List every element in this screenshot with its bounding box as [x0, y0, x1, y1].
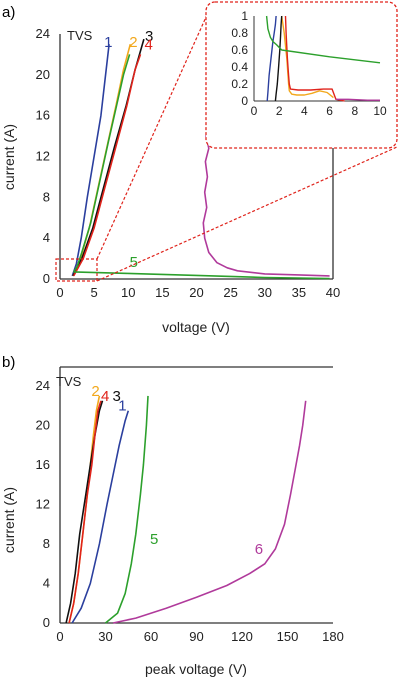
panel-i-series-4-line	[284, 15, 345, 102]
panel-a-x-tick-label: 5	[91, 285, 98, 300]
panel-i-series-6-line	[335, 98, 380, 101]
panel-b-x-tick-label: 120	[231, 629, 253, 644]
series-label-5: 5	[130, 254, 138, 271]
panel-b-y-tick-label: 4	[43, 576, 50, 591]
zoom-region-box	[55, 258, 98, 282]
series-label-6: 6	[255, 541, 263, 558]
panel-b-y-tick-label: 12	[36, 497, 50, 512]
series-label-2: 2	[91, 383, 99, 400]
panel-a-x-tick-label: 15	[155, 285, 169, 300]
panel-i-y-tick-label: 0.6	[231, 43, 248, 57]
panel-i-x-tick-label: 0	[251, 104, 258, 118]
panel-b-y-tick-label: 24	[36, 378, 50, 393]
panel-b-x-tick-label: 150	[277, 629, 299, 644]
panel-i-y-tick-label: 1	[241, 9, 248, 23]
panel-a-x-tick-label: 35	[292, 285, 306, 300]
panel-b-series-1-line	[71, 410, 130, 624]
panel-i-series-5-line	[265, 15, 381, 64]
series-label-3: 3	[145, 28, 153, 45]
inset-frame	[205, 1, 398, 149]
panel-b-x-tick-label: 0	[56, 629, 63, 644]
panel-a-series-5-line	[73, 271, 330, 280]
panel-a-y-tick-label: 16	[36, 108, 50, 123]
panel-a-series-2-line	[72, 43, 132, 277]
panel-a-y-tick-label: 20	[36, 67, 50, 82]
panel-b-y-tick-label: 16	[36, 457, 50, 472]
panel-b-x-tick-label: 30	[98, 629, 112, 644]
panel-a-legend-title: TVS	[67, 28, 93, 43]
panel-a-y-tick-label: 0	[43, 271, 50, 286]
panel-i-y-tick-label: 0.2	[231, 77, 248, 91]
series-label-1: 1	[118, 398, 126, 415]
panel-a-x-tick-label: 25	[223, 285, 237, 300]
panel-i-x-tick-label: 8	[351, 104, 358, 118]
panel-a-x-tick-label: 30	[258, 285, 272, 300]
panel-b-x-label: peak voltage (V)	[145, 661, 247, 677]
panel-a-y-label: current (A)	[1, 124, 17, 190]
panel-a-series-5-line	[73, 54, 131, 273]
panel-i-y-tick-label: 0	[241, 94, 248, 108]
panel-label-a: a)	[2, 4, 15, 21]
panel-i-x-tick-label: 6	[326, 104, 333, 118]
panel-b-y-tick-label: 0	[43, 615, 50, 630]
panel-b-y-tick-label: 8	[43, 536, 50, 551]
panel-a-x-tick-label: 20	[189, 285, 203, 300]
panel-i-series-1-line	[266, 15, 277, 102]
zoom-connector-bottom	[96, 146, 398, 282]
panel-b-y-tick-label: 20	[36, 418, 50, 433]
panel-b-y-label: current (A)	[1, 487, 17, 553]
panel-label-b: b)	[2, 354, 15, 371]
panel-b-x-tick-label: 60	[144, 629, 158, 644]
series-label-1: 1	[104, 34, 112, 51]
panel-i-x-tick-label: 4	[301, 104, 308, 118]
panel-a-x-label: voltage (V)	[162, 319, 230, 335]
panel-b-series-5-line	[104, 395, 149, 624]
zoom-connector-top	[96, 5, 212, 260]
panel-b-series-6-line	[112, 400, 307, 624]
panel-i-x-tick-label: 2	[276, 104, 283, 118]
panel-a-y-tick-label: 4	[43, 230, 50, 245]
panel-b-x-tick-label: 90	[189, 629, 203, 644]
panel-a-series-4-line	[72, 54, 142, 277]
panel-i-series-3-line	[274, 15, 283, 102]
panel-b-x-tick-label: 180	[322, 629, 344, 644]
series-label-3: 3	[112, 388, 120, 405]
panel-a-x-tick-label: 40	[326, 285, 340, 300]
panel-a-y-tick-label: 24	[36, 26, 50, 41]
panel-a-x-tick-label: 10	[121, 285, 135, 300]
panel-a-y-tick-label: 8	[43, 189, 50, 204]
panel-i-x-tick-label: 10	[373, 104, 387, 118]
panel-b-series-4-line	[68, 400, 102, 624]
panel-i-y-tick-label: 0.4	[231, 60, 248, 74]
panel-i-y-tick-label: 0.8	[231, 26, 248, 40]
zoom-callout	[55, 5, 398, 282]
inset-chart: 0 2 4 6 8 10 00.20.40.60.81	[205, 1, 398, 149]
panel-a-x-tick-label: 0	[56, 285, 63, 300]
series-label-5: 5	[150, 531, 158, 548]
panel-a-y-tick-label: 12	[36, 149, 50, 164]
series-label-4: 4	[101, 388, 109, 405]
series-label-4: 4	[145, 36, 153, 53]
panel-b-series-3-line	[65, 400, 104, 624]
panel-b-legend-title: TVS	[56, 374, 82, 389]
series-label-2: 2	[129, 34, 137, 51]
